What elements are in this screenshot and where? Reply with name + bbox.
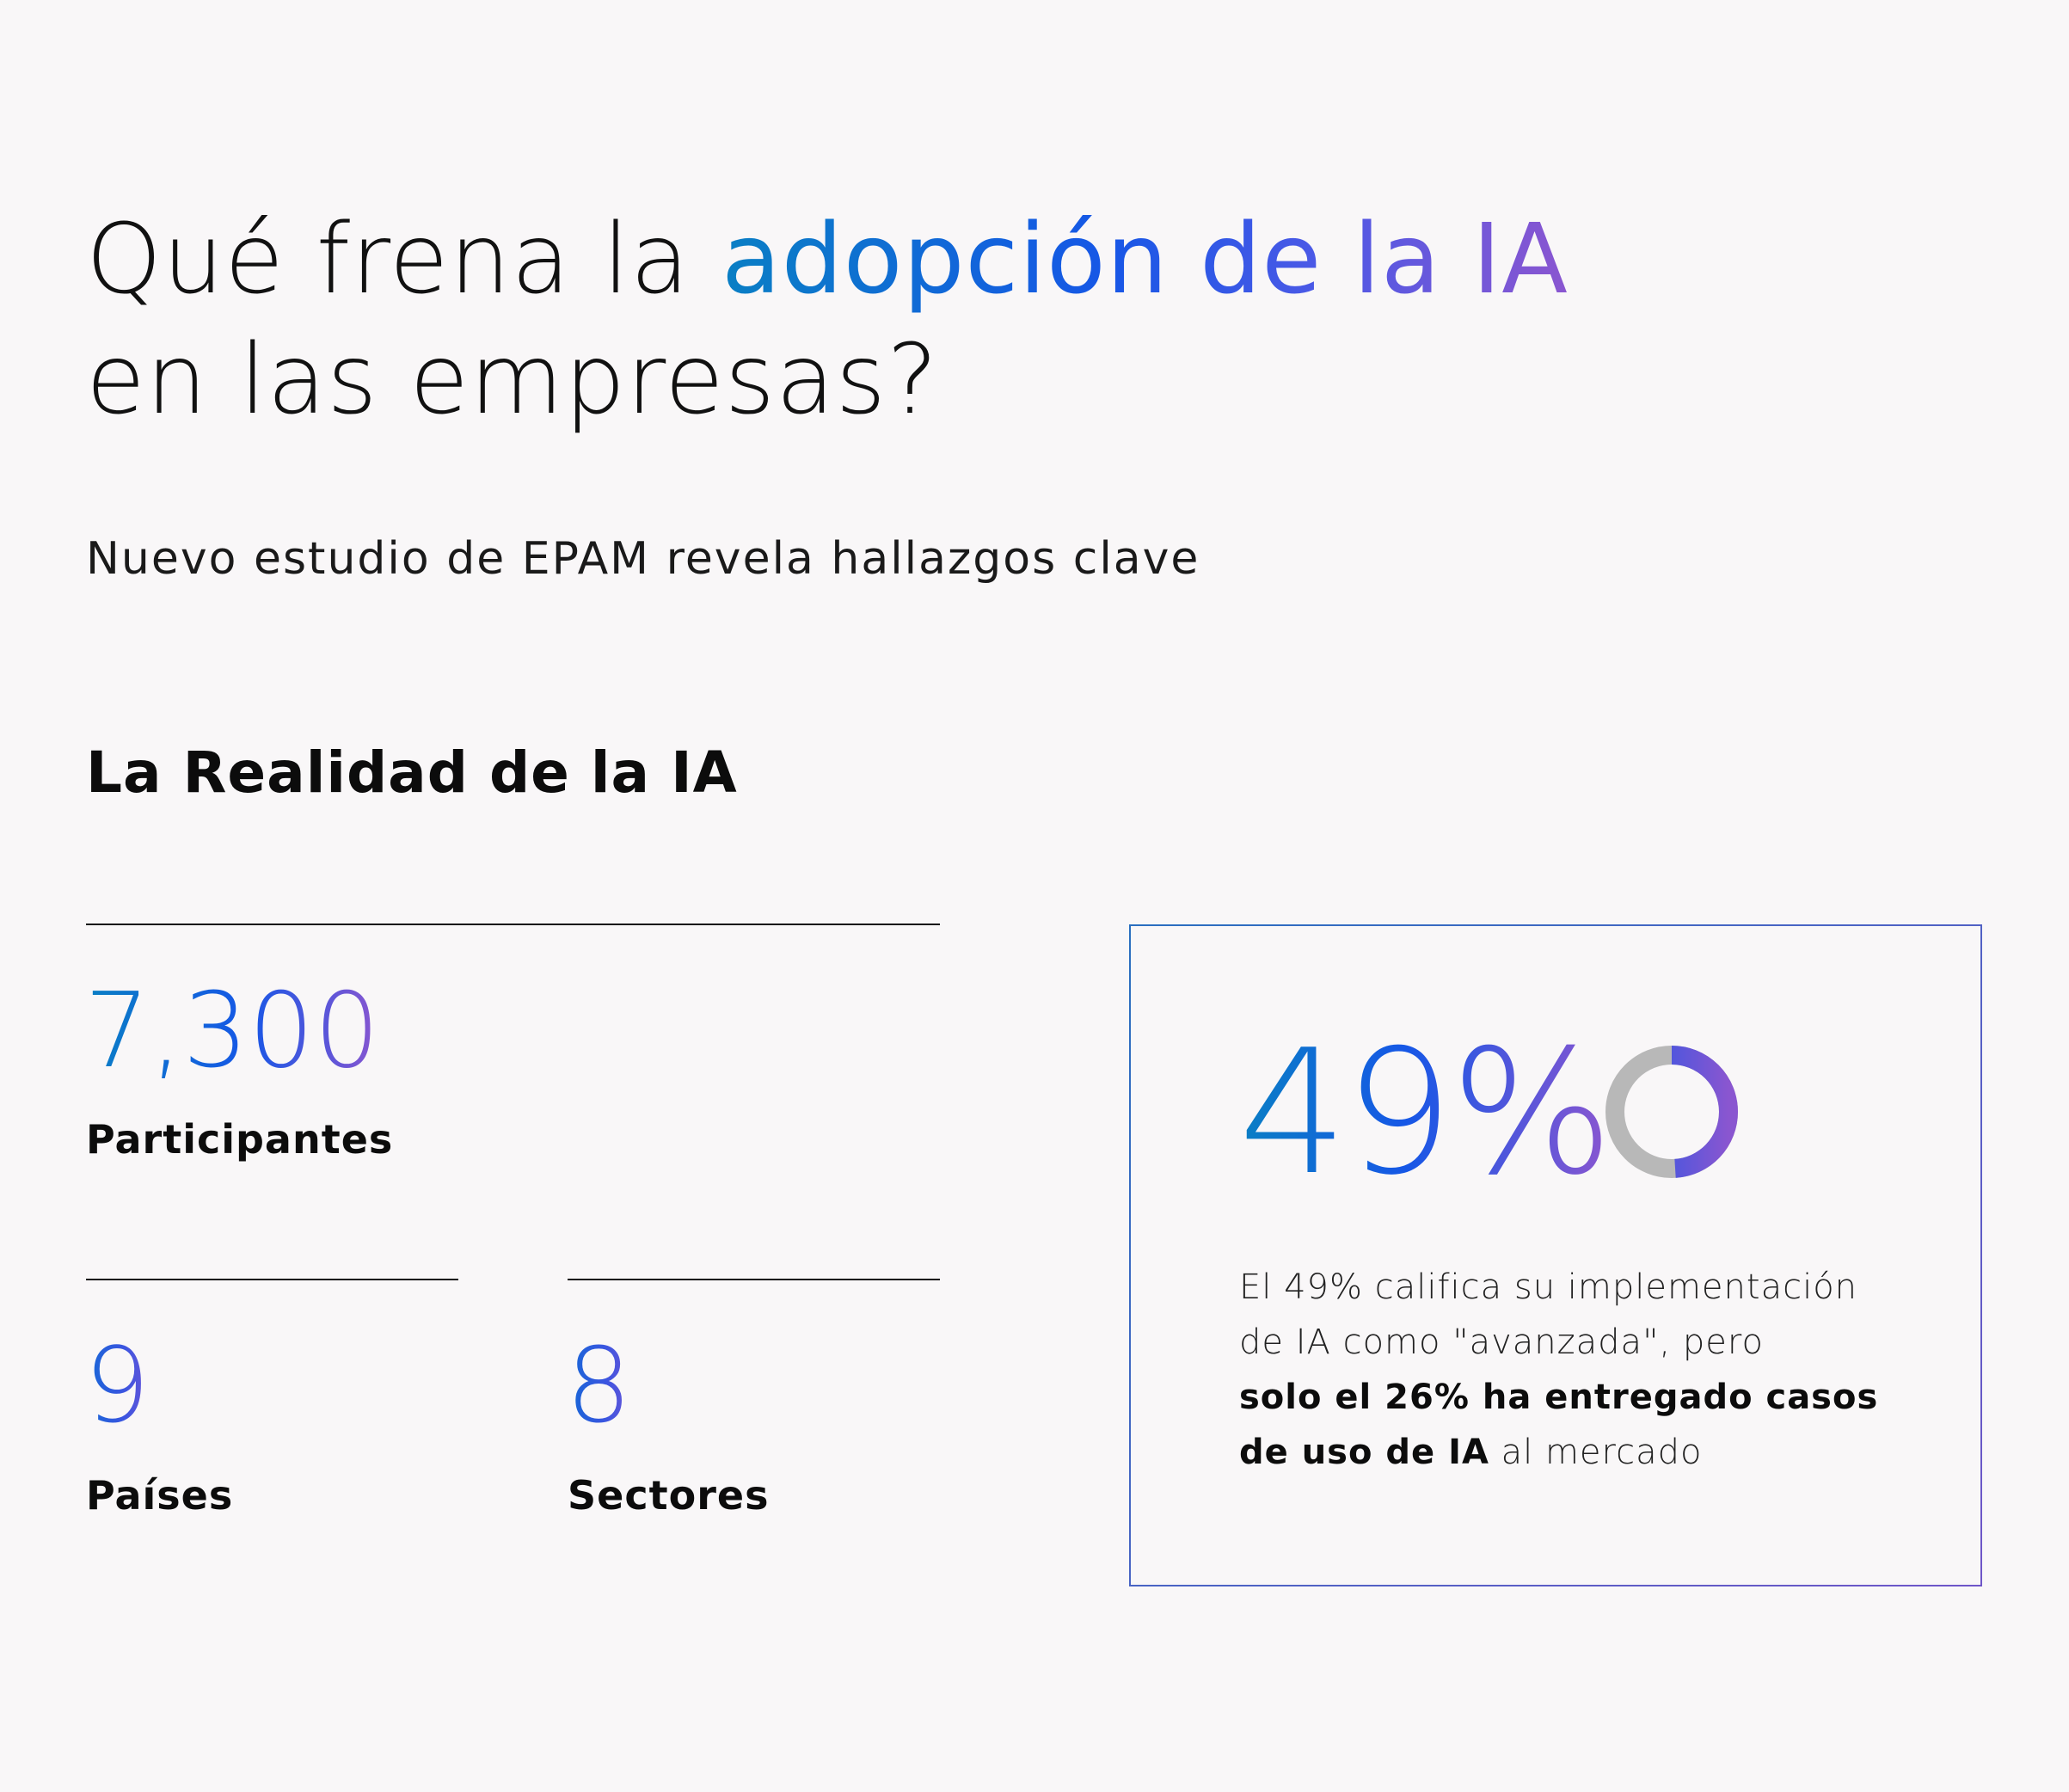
donut-value-arc	[1605, 1046, 1738, 1178]
stat-countries-value: 9	[84, 1327, 150, 1446]
page-title: Qué frena la adopción de la IA en las emp…	[86, 199, 1569, 440]
title-highlight: adopción de la IA	[721, 204, 1569, 316]
description-bold: solo el 26% ha entregado casos de uso de…	[1239, 1378, 1879, 1472]
page-subtitle: Nuevo estudio de EPAM revela hallazgos c…	[86, 533, 1200, 585]
highlight-percent: 49%	[1238, 1013, 1614, 1213]
stat-participants-value: 7,300	[84, 972, 380, 1091]
stat-participants-label: Participantes	[86, 1116, 394, 1163]
description-line1: El 49% califica su implementación	[1239, 1267, 1858, 1307]
stat-sectors-label: Sectores	[568, 1472, 770, 1519]
divider-sectors	[568, 1279, 940, 1280]
description-end: al mercado	[1489, 1433, 1703, 1472]
divider-countries	[86, 1279, 458, 1280]
title-part1: Qué frena la	[86, 204, 722, 316]
divider-participants	[86, 924, 940, 925]
section-heading: La Realidad de la IA	[86, 740, 738, 806]
donut-chart	[1605, 1046, 1738, 1178]
highlight-card	[1129, 924, 1982, 1586]
title-part2: en las empresas?	[86, 324, 939, 436]
stat-countries-label: Países	[86, 1472, 234, 1519]
description-line2: de IA como "avanzada", pero	[1239, 1323, 1764, 1362]
highlight-description: El 49% califica su implementación de IA c…	[1239, 1260, 1893, 1480]
stat-sectors-value: 8	[566, 1327, 632, 1446]
